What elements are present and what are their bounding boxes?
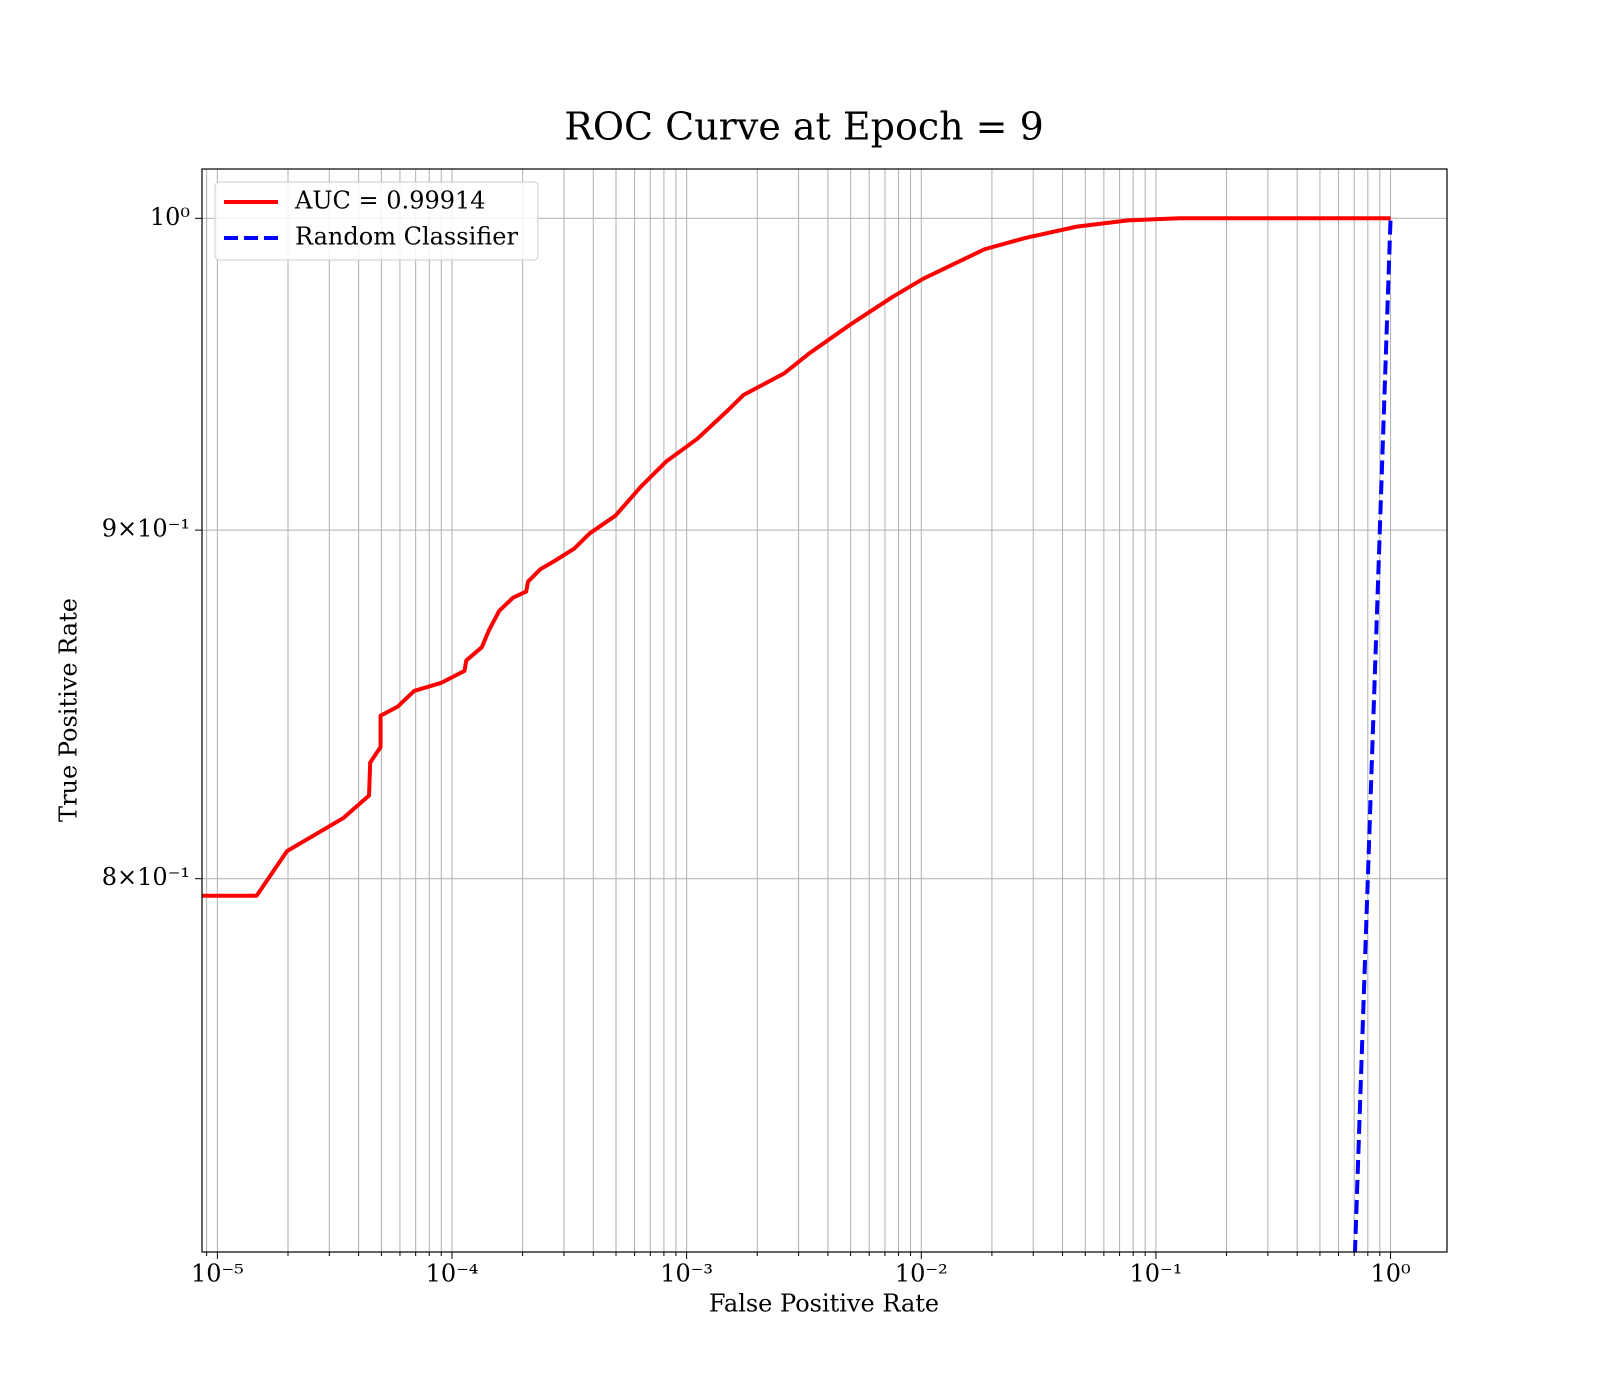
legend-box	[214, 181, 539, 261]
x-axis-label: False Positive Rate	[709, 1290, 939, 1318]
x-tick-label: 10⁻⁴	[426, 1260, 479, 1288]
x-tick-label: 10⁰	[1370, 1260, 1410, 1288]
y-tick-label: 10⁰	[150, 203, 190, 231]
line-series	[202, 216, 1391, 898]
y-axis-label: True Positive Rate	[55, 598, 83, 822]
x-tick-label: 10⁻⁵	[191, 1260, 244, 1288]
y-tick-label: 8×10⁻¹	[102, 863, 190, 891]
y-tick-label: 9×10⁻¹	[102, 515, 190, 543]
plot-area	[202, 216, 1393, 1252]
x-tick-label: 10⁻¹	[1130, 1260, 1183, 1288]
line-series	[1352, 218, 1393, 1252]
plot-frame	[201, 168, 1448, 1253]
x-tick-label: 10⁻³	[660, 1260, 713, 1288]
legend-label: Random Classifier	[295, 223, 518, 251]
legend-label: AUC = 0.99914	[294, 187, 486, 215]
chart-title: ROC Curve at Epoch = 9	[564, 105, 1044, 149]
x-tick-label: 10⁻²	[895, 1260, 948, 1288]
